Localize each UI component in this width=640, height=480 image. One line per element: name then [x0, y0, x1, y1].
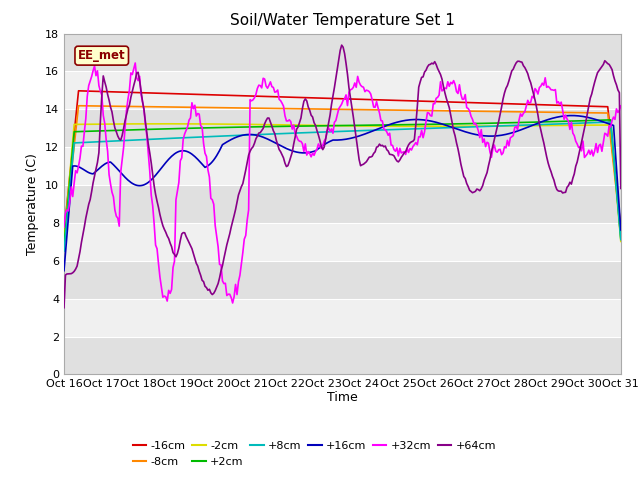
+8cm	[346, 128, 354, 134]
Line: +2cm: +2cm	[64, 120, 621, 245]
-2cm	[348, 123, 356, 129]
+2cm	[346, 122, 354, 128]
+2cm	[60, 242, 68, 248]
Bar	[64, 72, 621, 109]
-16cm	[98, 89, 106, 95]
+8cm	[97, 139, 104, 144]
+16cm	[617, 227, 625, 233]
Bar	[64, 336, 621, 374]
-16cm	[60, 229, 68, 235]
-16cm	[614, 198, 621, 204]
+64cm	[458, 168, 466, 173]
+16cm	[346, 135, 354, 141]
+32cm	[228, 300, 236, 306]
+64cm	[338, 42, 346, 48]
-2cm	[617, 239, 625, 244]
+8cm	[607, 119, 614, 125]
-2cm	[458, 123, 466, 129]
+16cm	[60, 268, 68, 274]
+2cm	[79, 129, 87, 134]
-2cm	[162, 121, 170, 127]
-16cm	[75, 88, 83, 94]
Legend: -16cm, -8cm, -2cm, +2cm, +8cm, +16cm, +32cm, +64cm: -16cm, -8cm, -2cm, +2cm, +8cm, +16cm, +3…	[129, 437, 500, 471]
+32cm	[460, 96, 468, 102]
+32cm	[616, 108, 623, 113]
+16cm	[79, 166, 87, 172]
-16cm	[541, 102, 549, 108]
+32cm	[131, 60, 139, 66]
+2cm	[540, 119, 548, 125]
+16cm	[97, 165, 104, 170]
Bar	[64, 109, 621, 147]
+32cm	[617, 103, 625, 108]
+64cm	[614, 87, 621, 93]
-2cm	[541, 123, 549, 129]
+16cm	[457, 128, 465, 133]
-2cm	[97, 121, 104, 127]
-8cm	[541, 109, 549, 115]
+64cm	[348, 104, 356, 110]
-16cm	[81, 88, 88, 94]
+8cm	[614, 203, 621, 209]
+32cm	[79, 144, 87, 149]
+64cm	[541, 147, 549, 153]
Line: +64cm: +64cm	[64, 45, 621, 308]
+2cm	[614, 202, 621, 207]
+8cm	[79, 140, 87, 145]
+64cm	[97, 119, 104, 125]
-8cm	[614, 202, 621, 207]
Line: +32cm: +32cm	[64, 63, 621, 303]
+64cm	[60, 305, 68, 311]
Y-axis label: Temperature (C): Temperature (C)	[26, 153, 40, 255]
X-axis label: Time: Time	[327, 391, 358, 404]
Bar	[64, 147, 621, 185]
-8cm	[348, 107, 356, 112]
+16cm	[614, 185, 621, 191]
-8cm	[60, 237, 68, 243]
-8cm	[75, 103, 83, 108]
Line: -2cm: -2cm	[64, 124, 621, 241]
+64cm	[79, 232, 87, 238]
+32cm	[97, 88, 104, 94]
-8cm	[98, 103, 106, 109]
Bar	[64, 223, 621, 261]
+8cm	[617, 237, 625, 242]
+32cm	[349, 84, 357, 90]
+2cm	[607, 117, 614, 123]
-16cm	[617, 225, 625, 230]
-16cm	[348, 96, 356, 102]
+32cm	[60, 224, 68, 230]
Title: Soil/Water Temperature Set 1: Soil/Water Temperature Set 1	[230, 13, 455, 28]
+32cm	[543, 84, 550, 90]
+2cm	[457, 121, 465, 127]
Bar	[64, 34, 621, 72]
-8cm	[458, 108, 466, 114]
Line: -16cm: -16cm	[64, 91, 621, 232]
Bar	[64, 299, 621, 336]
-2cm	[79, 121, 87, 127]
+64cm	[617, 186, 625, 192]
+8cm	[540, 121, 548, 127]
Line: -8cm: -8cm	[64, 106, 621, 240]
-2cm	[614, 205, 621, 211]
Text: EE_met: EE_met	[78, 49, 125, 62]
+16cm	[540, 118, 548, 124]
+2cm	[617, 236, 625, 241]
+8cm	[457, 124, 465, 130]
+2cm	[97, 128, 104, 134]
-2cm	[60, 238, 68, 244]
-8cm	[81, 103, 88, 108]
+16cm	[568, 113, 575, 119]
-8cm	[617, 228, 625, 234]
Line: +16cm: +16cm	[64, 116, 621, 271]
Bar	[64, 185, 621, 223]
Line: +8cm: +8cm	[64, 122, 621, 251]
-16cm	[458, 99, 466, 105]
+8cm	[60, 248, 68, 254]
Bar	[64, 261, 621, 299]
